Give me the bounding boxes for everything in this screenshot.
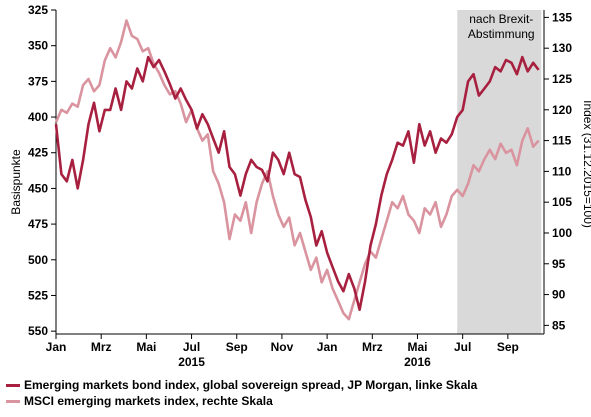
left-tick-label: 475 [28,217,48,231]
left-tick-label: 425 [28,146,48,160]
right-tick-label: 105 [552,195,572,209]
x-tick-label: Mrz [362,340,383,354]
left-tick-label: 550 [28,324,48,338]
left-tick-label: 325 [28,3,48,17]
left-axis-title: Basispunkte [9,149,23,215]
x-tick-label: Nov [271,340,294,354]
legend: Emerging markets bond index, global sove… [6,377,477,409]
right-tick-label: 95 [552,257,566,271]
x-tick-label: Sep [497,340,519,354]
left-tick-label: 500 [28,253,48,267]
legend-label-msci: MSCI emerging markets index, rechte Skal… [24,394,273,408]
brexit-label-line-2: Abstimmung [468,27,535,41]
brexit-label-line-1: nach Brexit- [469,12,533,26]
legend-label-bond-spread: Emerging markets bond index, global sove… [24,378,478,392]
x-tick-label: Mrz [91,340,112,354]
x-tick-label: Jul [183,340,200,354]
right-tick-label: 110 [552,164,572,178]
legend-swatch-msci [6,400,20,404]
left-tick-label: 375 [28,74,48,88]
x-tick-label: Mai [407,340,427,354]
series-line-msci [54,19,540,321]
x-tick-label: Jul [454,340,471,354]
right-tick-label: 115 [552,134,572,148]
left-tick-label: 350 [28,39,48,53]
left-tick-label: 400 [28,110,48,124]
right-tick-label: 130 [552,41,572,55]
x-tick-label: Jan [46,340,67,354]
right-tick-label: 125 [552,72,572,86]
legend-item-bond-spread: Emerging markets bond index, global sove… [6,377,477,393]
right-tick-label: 135 [552,10,572,24]
right-tick-label: 100 [552,226,572,240]
left-tick-label: 450 [28,181,48,195]
x-tick-label: Jan [317,340,338,354]
right-tick-label: 120 [552,103,572,117]
brexit-shaded-region [457,10,542,334]
right-axis-title: Index (31.12.2015=100) [581,100,591,228]
series-line-bond-spread [54,55,540,311]
x-year-label: 2016 [404,355,431,369]
right-tick-label: 85 [552,318,566,332]
left-tick-label: 525 [28,288,48,302]
right-tick-label: 90 [552,288,566,302]
legend-item-msci: MSCI emerging markets index, rechte Skal… [6,393,477,409]
x-tick-label: Sep [226,340,248,354]
x-tick-label: Mai [136,340,156,354]
legend-swatch-bond-spread [6,384,20,388]
x-year-label: 2015 [178,355,205,369]
